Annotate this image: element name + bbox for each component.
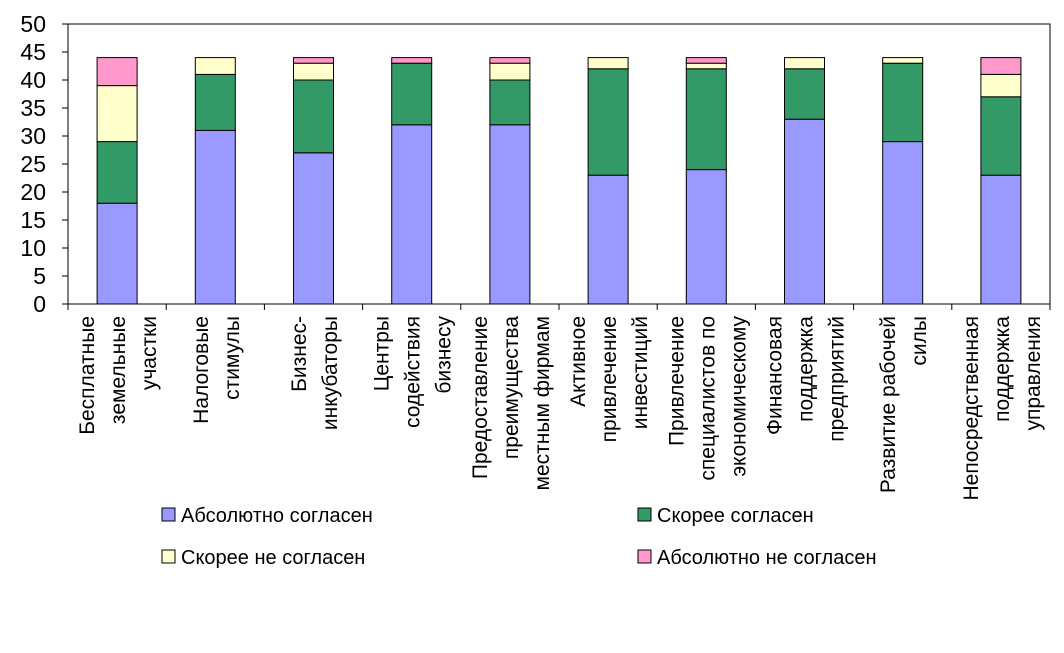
legend-swatch [161, 549, 176, 564]
x-category-label-line: преимущества [500, 316, 523, 459]
legend-label: Скорее согласен [657, 505, 814, 527]
bar-segment-1 [685, 169, 727, 305]
x-category-label-line: Активное [567, 316, 590, 407]
x-category-label: Развитие рабочей силы [877, 316, 931, 493]
legend-label: Абсолютно не согласен [657, 547, 876, 569]
y-tick-label: 45 [20, 39, 46, 65]
x-category-label-line: силы [908, 316, 931, 366]
y-tick-label: 10 [20, 235, 46, 261]
bar-segment-1 [882, 141, 924, 305]
bar-segment-3 [784, 57, 825, 70]
bar-segment-3 [882, 57, 924, 64]
bar-segment-4 [391, 57, 433, 64]
x-category-label-line: Непосредственная [960, 316, 983, 501]
y-tick-label: 30 [20, 123, 46, 149]
bar-segment-2 [685, 68, 727, 171]
x-category-label-line: Бесплатные [76, 316, 99, 435]
bar-segment-1 [784, 118, 825, 305]
bar-segment-1 [293, 152, 334, 305]
x-category-label-line: Финансовая [764, 316, 787, 435]
legend: Абсолютно согласен Скорее согласен Скорее … [161, 505, 876, 569]
x-category-label: Предоставление преимущества местным фирмам [469, 316, 554, 491]
x-axis: Бесплатные земельные участки Налоговые стиму… [67, 304, 1051, 501]
x-category-label-line: Бизнес- [288, 316, 311, 392]
legend-swatch [161, 507, 176, 522]
bar-segment-3 [685, 62, 727, 70]
y-tick-label: 40 [20, 67, 46, 93]
bar-segment-4 [685, 57, 727, 64]
x-category-label: Налоговые стимулы [190, 316, 244, 424]
x-category-label-line: управления [1022, 316, 1045, 431]
bar-segment-4 [489, 57, 531, 64]
bar-segment-1 [489, 124, 531, 305]
x-category-label-line: инкубаторы [319, 316, 342, 430]
bar-segment-1 [980, 174, 1022, 305]
bar-segment-2 [391, 62, 433, 126]
x-category-label-line: Налоговые [190, 316, 213, 424]
x-category-label: Бизнес-инкубаторы [288, 316, 342, 430]
bar-segment-2 [489, 79, 531, 126]
x-category-label-line: Центры [371, 316, 394, 391]
x-category-label-line: поддержка [795, 316, 818, 422]
x-category-label: Центры содействия бизнесу [371, 316, 456, 428]
bar-segment-2 [194, 73, 236, 131]
bar-segment-3 [980, 73, 1022, 98]
bar-segment-3 [489, 62, 531, 81]
x-category-label-line: земельные [107, 316, 130, 424]
x-category-label-line: предприятий [826, 316, 849, 442]
y-tick-label: 50 [20, 11, 46, 37]
x-category-label-line: содействия [402, 316, 425, 428]
y-tick-label: 15 [20, 207, 46, 233]
bar-segment-2 [587, 68, 629, 176]
x-category-label: Финансовая поддержка предприятий [764, 316, 849, 442]
x-category-label: Непосредственная поддержка управления [960, 316, 1045, 501]
x-category-label-line: бизнесу [433, 316, 456, 394]
legend-swatch [637, 507, 652, 522]
legend-swatch [637, 549, 652, 564]
x-category-label: Привлечение специалистов по экономическому [665, 316, 750, 481]
bar-segment-1 [96, 202, 138, 305]
x-category-label: Бесплатные земельные участки [76, 316, 161, 435]
bar-segment-2 [293, 79, 334, 154]
x-category-label-line: местным фирмам [531, 316, 554, 490]
y-tick-label: 20 [20, 179, 46, 205]
x-category-label: Активное привлечение инвестиций [567, 316, 652, 442]
bar-segment-3 [194, 57, 236, 75]
bar-segment-4 [980, 57, 1022, 75]
bar-segment-3 [293, 62, 334, 81]
bar-segment-4 [293, 57, 334, 64]
x-category-label-line: участки [138, 316, 161, 390]
bar-segment-1 [194, 129, 236, 305]
legend-label: Скорее не согласен [181, 547, 365, 569]
y-tick-label: 5 [33, 263, 46, 289]
bar-segment-2 [96, 141, 138, 204]
x-category-label-line: стимулы [221, 316, 244, 400]
x-category-label-line: экономическому [727, 316, 750, 477]
x-category-label-line: инвестиций [629, 316, 652, 429]
y-tick-label: 0 [33, 291, 46, 317]
bar-segment-1 [587, 174, 629, 305]
bar-segment-2 [784, 68, 825, 120]
bar-segment-2 [882, 62, 924, 143]
bars [96, 57, 1022, 305]
x-category-label-line: Развитие рабочей [877, 316, 900, 493]
x-category-label-line: Привлечение [665, 316, 688, 446]
legend-label: Абсолютно согласен [181, 505, 373, 527]
bar-segment-2 [980, 96, 1022, 176]
x-category-label-line: специалистов по [696, 316, 719, 481]
bar-segment-3 [587, 57, 629, 70]
x-category-label-line: поддержка [991, 316, 1014, 422]
x-category-label-line: привлечение [598, 316, 621, 442]
bar-segment-4 [96, 57, 138, 87]
x-category-label-line: Предоставление [469, 316, 492, 479]
bar-segment-1 [391, 124, 433, 305]
bar-segment-3 [96, 85, 138, 143]
y-tick-label: 25 [20, 151, 46, 177]
y-tick-label: 35 [20, 95, 46, 121]
